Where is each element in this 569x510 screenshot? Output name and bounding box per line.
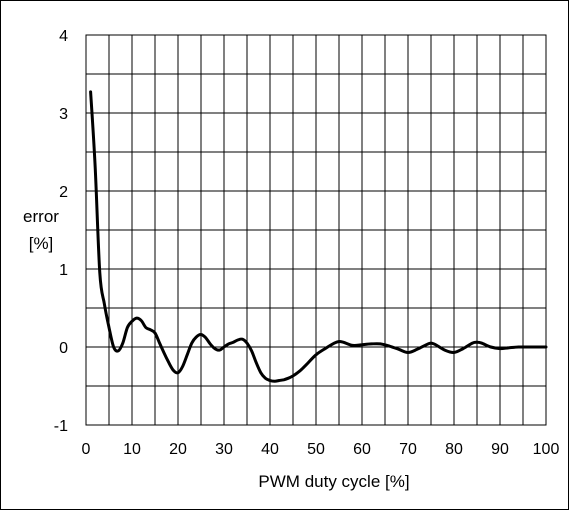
error-series-line: [89, 90, 548, 383]
y-tick-label: 0: [59, 340, 68, 357]
x-tick-label: 10: [123, 441, 141, 458]
x-tick-label: 80: [445, 441, 463, 458]
x-tick-label: 50: [307, 441, 325, 458]
plot-area: [85, 34, 547, 426]
x-tick-label: 0: [82, 441, 91, 458]
y-tick-label: -1: [54, 418, 68, 435]
y-tick-label: 2: [59, 184, 68, 201]
x-tick-label: 40: [261, 441, 279, 458]
y-tick-label: 1: [59, 262, 68, 279]
x-tick-labels: 0 10 20 30 40 50 60 70 80 90 100: [82, 441, 560, 458]
x-tick-label: 90: [491, 441, 509, 458]
y-axis-title-line1: error: [23, 207, 59, 226]
x-tick-label: 100: [533, 441, 560, 458]
y-tick-labels: -1 0 1 2 3 4: [54, 28, 68, 435]
y-tick-label: 3: [59, 106, 68, 123]
x-tick-label: 60: [353, 441, 371, 458]
y-tick-label: 4: [59, 28, 68, 45]
x-axis-title: PWM duty cycle [%]: [258, 472, 409, 491]
y-axis-title-line2: [%]: [29, 234, 54, 253]
x-tick-label: 70: [399, 441, 417, 458]
x-tick-label: 30: [215, 441, 233, 458]
x-tick-label: 20: [169, 441, 187, 458]
gridlines: [86, 35, 546, 425]
